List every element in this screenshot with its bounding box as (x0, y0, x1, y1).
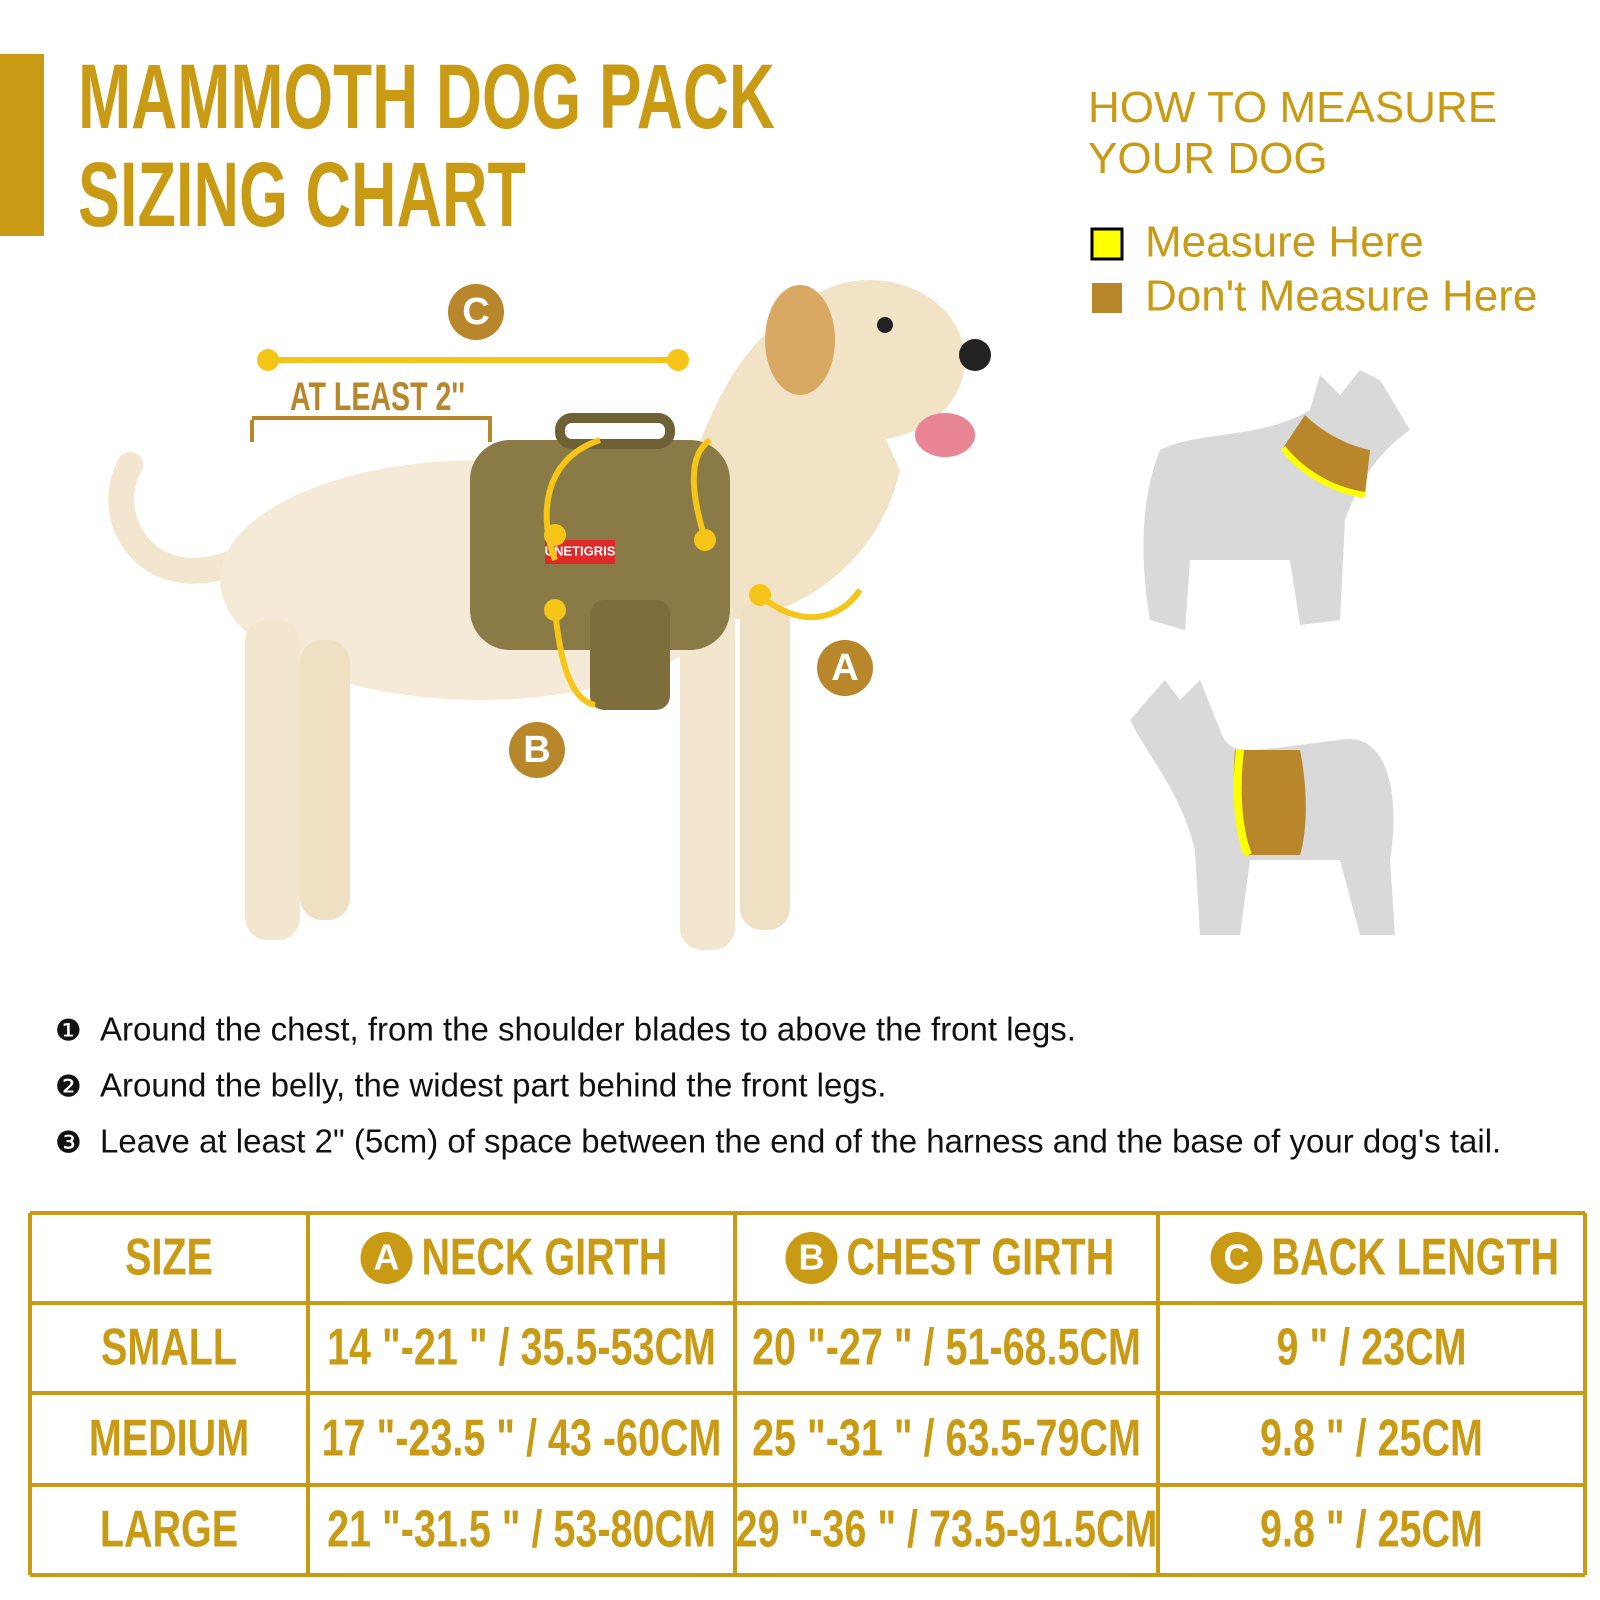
brand-patch: UNETIGRIS (545, 543, 616, 558)
header-cell: CHEST GIRTH (847, 1227, 1115, 1286)
dog-photo: UNETIGRIS (108, 280, 991, 950)
guide-title: HOW TO MEASURE (1088, 83, 1497, 132)
cell-group: SIZE (125, 1227, 213, 1286)
cell-group: 17 "-23.5 " / 43 -60CM (322, 1408, 722, 1467)
instruction-text: Around the chest, from the shoulder blad… (100, 1011, 1076, 1048)
cell-group: 14 "-21 " / 35.5-53CM (327, 1317, 716, 1376)
label-b: B (523, 729, 550, 771)
instruction-marker: ❶ (55, 1014, 82, 1049)
title-bar (0, 54, 44, 236)
header-cell: SIZE (125, 1227, 213, 1286)
instruction-text: Around the belly, the widest part behind… (100, 1067, 886, 1104)
legend-label: Don't Measure Here (1145, 272, 1537, 321)
cell-group: 25 "-31 " / 63.5-79CM (752, 1408, 1141, 1467)
cell-group: 9 " / 23CM (1276, 1317, 1466, 1376)
cell-group: MEDIUM (89, 1408, 249, 1467)
label-c: C (462, 291, 489, 333)
header-badge (1210, 1232, 1263, 1284)
table-cell: 17 "-23.5 " / 43 -60CM (322, 1408, 722, 1467)
table-cell: 25 "-31 " / 63.5-79CM (752, 1408, 1141, 1467)
legend-swatch (1090, 227, 1124, 261)
table-cell: 29 "-36 " / 73.5-91.5CM (736, 1499, 1158, 1558)
header-badge-letter: C (1224, 1237, 1250, 1278)
header-badge-letter: A (374, 1237, 400, 1278)
cell-group: 21 "-31.5 " / 53-80CM (327, 1499, 716, 1558)
instruction-marker: ❸ (55, 1126, 82, 1161)
guide-title: YOUR DOG (1088, 134, 1328, 183)
header-badge (785, 1232, 838, 1284)
cell-group: CHEST GIRTH (847, 1227, 1115, 1286)
cell-group: NECK GIRTH (422, 1227, 668, 1286)
table-cell: 9.8 " / 25CM (1260, 1408, 1483, 1467)
header-cell: NECK GIRTH (422, 1227, 668, 1286)
at-least-label: AT LEAST 2'' (290, 375, 465, 419)
table-cell: MEDIUM (89, 1408, 249, 1467)
silhouette-chest (1130, 680, 1395, 935)
table-cell: LARGE (100, 1499, 238, 1558)
table-cell: 14 "-21 " / 35.5-53CM (327, 1317, 716, 1376)
legend-swatch (1092, 283, 1122, 313)
legend-label: Measure Here (1145, 218, 1424, 267)
cell-group: 9.8 " / 25CM (1260, 1408, 1483, 1467)
table-cell: 21 "-31.5 " / 53-80CM (327, 1499, 716, 1558)
cell-group: 9.8 " / 25CM (1260, 1499, 1483, 1558)
cell-group: LARGE (100, 1499, 238, 1558)
table-cell: 9 " / 23CM (1276, 1317, 1466, 1376)
table-cell: SMALL (101, 1317, 237, 1376)
title-line: SIZING CHART (78, 144, 526, 246)
table-cell: 20 "-27 " / 51-68.5CM (752, 1317, 1141, 1376)
cell-group: 29 "-36 " / 73.5-91.5CM (736, 1499, 1158, 1558)
cell-group: BACK LENGTH (1272, 1227, 1560, 1286)
instruction-marker: ❷ (55, 1070, 82, 1105)
header-badge-letter: B (799, 1237, 825, 1278)
instruction-text: Leave at least 2" (5cm) of space between… (100, 1123, 1501, 1160)
silhouette-neck (1143, 370, 1410, 630)
cell-group: SMALL (101, 1317, 237, 1376)
header-cell: BACK LENGTH (1272, 1227, 1560, 1286)
cell-group: 20 "-27 " / 51-68.5CM (752, 1317, 1141, 1376)
header-badge (360, 1232, 413, 1284)
table-cell: 9.8 " / 25CM (1260, 1499, 1483, 1558)
label-a: A (831, 647, 858, 689)
title-line: MAMMOTH DOG PACK (78, 46, 775, 148)
